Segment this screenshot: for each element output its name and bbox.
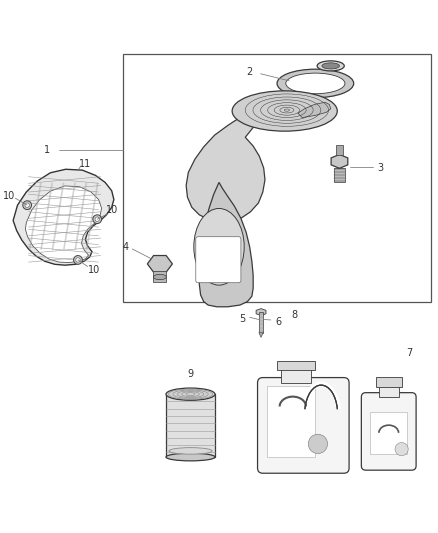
Text: ──────: ────── [384, 450, 394, 454]
Bar [336, 145, 343, 155]
Circle shape [95, 217, 99, 221]
FancyBboxPatch shape [258, 377, 349, 473]
Text: 1: 1 [44, 146, 50, 156]
Polygon shape [13, 169, 114, 265]
Text: 11: 11 [79, 159, 92, 168]
Text: ──────: ────── [384, 454, 394, 457]
Polygon shape [186, 115, 265, 222]
Text: ─────────: ───────── [285, 446, 300, 449]
Bar [276, 361, 315, 370]
Bar [281, 369, 311, 383]
Ellipse shape [277, 69, 354, 98]
Text: 4: 4 [122, 242, 128, 252]
Circle shape [93, 215, 102, 223]
FancyBboxPatch shape [196, 237, 241, 282]
Text: ───────: ─────── [287, 455, 298, 459]
Text: ───────: ─────── [287, 451, 298, 456]
Ellipse shape [232, 91, 337, 131]
Bar [370, 412, 407, 454]
Bar [378, 386, 399, 397]
Polygon shape [259, 333, 263, 337]
Ellipse shape [169, 448, 212, 454]
Bar [267, 386, 315, 457]
Text: 10: 10 [88, 264, 100, 274]
Ellipse shape [194, 208, 244, 285]
Circle shape [395, 442, 408, 456]
Text: 2: 2 [247, 67, 253, 77]
Text: ─────────: ───────── [285, 453, 300, 457]
Polygon shape [199, 182, 253, 307]
Text: 7: 7 [406, 348, 413, 358]
Text: 5: 5 [239, 313, 245, 324]
Bar [153, 271, 166, 282]
Text: MOPAR: MOPAR [283, 416, 303, 421]
Circle shape [25, 203, 29, 207]
Ellipse shape [166, 453, 215, 461]
Circle shape [76, 258, 80, 262]
Ellipse shape [317, 61, 344, 71]
Polygon shape [256, 309, 266, 316]
Text: 3: 3 [377, 163, 383, 173]
Bar [123, 54, 431, 302]
Text: MOPAR: MOPAR [381, 445, 396, 449]
Bar [334, 168, 345, 182]
Bar [166, 394, 215, 457]
Bar [376, 377, 402, 386]
Text: ENGINE OIL: ENGINE OIL [284, 438, 301, 441]
Text: 6: 6 [275, 317, 281, 327]
Circle shape [74, 255, 82, 264]
Ellipse shape [153, 274, 166, 280]
Text: 8: 8 [291, 310, 297, 320]
Ellipse shape [322, 63, 339, 69]
Bar [259, 312, 263, 333]
Polygon shape [25, 186, 102, 263]
Ellipse shape [286, 73, 345, 94]
Text: 10: 10 [106, 205, 118, 215]
Polygon shape [298, 102, 331, 118]
Polygon shape [331, 155, 348, 168]
FancyBboxPatch shape [361, 393, 416, 470]
Circle shape [23, 201, 32, 209]
Polygon shape [147, 255, 173, 272]
Text: ───────: ─────── [287, 447, 298, 451]
Text: ──────: ────── [384, 446, 394, 450]
Text: 9: 9 [187, 369, 194, 379]
Circle shape [308, 434, 328, 454]
Text: 10: 10 [3, 191, 15, 201]
Ellipse shape [166, 388, 215, 400]
